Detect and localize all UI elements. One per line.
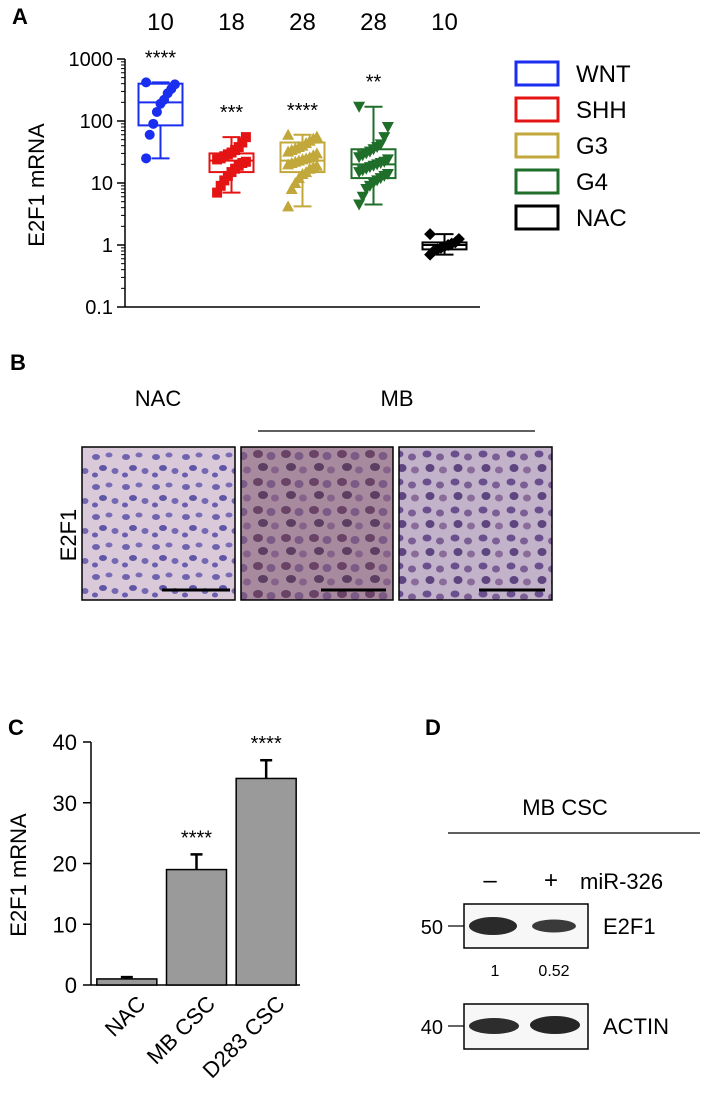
group-n-label: 28 (360, 9, 387, 36)
y-tick-label: 1 (102, 235, 113, 257)
panel-b-nac-label: NAC (135, 386, 182, 411)
group-n-label: 10 (431, 9, 458, 36)
y-tick-label: 30 (53, 791, 77, 816)
y-tick-label: 100 (80, 111, 113, 133)
data-point (141, 153, 152, 164)
data-point (310, 159, 323, 171)
panel-label-b: B (10, 350, 26, 375)
data-point (282, 200, 295, 212)
data-point (353, 199, 366, 211)
lane-plus-label: + (544, 867, 558, 894)
data-point (310, 147, 323, 159)
significance-stars: ** (366, 72, 382, 94)
panel-label-c: C (8, 715, 24, 740)
legend-swatch-g3 (514, 132, 560, 159)
group-n-label: 18 (218, 9, 245, 36)
data-point (310, 130, 323, 142)
quant-lane-1: 1 (491, 963, 500, 980)
blot-e2f1-label: E2F1 (603, 914, 656, 939)
quant-lane-2: 0.52 (538, 963, 569, 980)
box-group-nac: 10 (421, 9, 468, 261)
blot-e2f1: 50 E2F1 1 0.52 (421, 903, 656, 980)
data-point (452, 232, 465, 245)
y-tick-label: 1000 (69, 49, 114, 71)
legend-label-nac: NAC (576, 205, 627, 232)
legend-swatch-g4 (514, 168, 560, 195)
lane-minus-label: – (483, 867, 497, 894)
data-point (285, 183, 298, 195)
data-point (237, 137, 248, 148)
blot-actin: 40 ACTIN (421, 1003, 669, 1050)
legend-label-shh: SHH (576, 97, 627, 124)
y-tick-label: 10 (53, 912, 77, 937)
panel-b-histology: NAC MB E2F1 (56, 386, 553, 601)
panel-b-mb-label: MB (381, 386, 414, 411)
bar-group: NAC (96, 975, 158, 1042)
legend-swatch-wnt (514, 60, 560, 87)
blot-e2f1-marker: 50 (421, 917, 443, 939)
y-tick-label: 10 (91, 173, 113, 195)
bar (96, 978, 158, 986)
data-point (215, 180, 226, 191)
x-category-label: NAC (100, 991, 151, 1042)
box-group-shh: 18 *** (208, 9, 255, 198)
data-point (212, 187, 223, 198)
histology-tile-nac (81, 446, 236, 601)
data-point (378, 132, 391, 144)
significance-stars: *** (220, 102, 244, 124)
data-point (151, 106, 162, 117)
y-tick-label: 40 (53, 730, 77, 755)
y-tick-label: 0 (65, 973, 77, 998)
box-group-g3: 28 **** (279, 9, 326, 212)
data-point (282, 128, 295, 140)
box (137, 82, 184, 127)
data-point (424, 228, 437, 241)
panel-d-western-blot: MB CSC – + miR-326 50 E2F1 1 0.52 40 ACT… (421, 795, 700, 1050)
data-point (381, 122, 394, 134)
legend-label-g4: G4 (576, 169, 608, 196)
legend-swatch-shh (514, 96, 560, 123)
significance-stars: **** (145, 47, 176, 69)
histology-tile-mb-2 (398, 446, 553, 601)
bar-group: ****MB CSC (142, 827, 228, 1069)
data-point (141, 77, 152, 88)
treatment-label: miR-326 (580, 869, 663, 894)
box-group-g4: 28 ** (350, 9, 397, 211)
y-tick-label: 0.1 (85, 297, 113, 319)
data-point (381, 168, 394, 180)
data-point (169, 79, 180, 90)
panel-d-title: MB CSC (522, 795, 608, 820)
y-tick-label: 20 (53, 852, 77, 877)
data-point (240, 132, 251, 143)
data-point (148, 118, 159, 129)
box-group-wnt: 10 **** (137, 9, 184, 164)
blot-actin-marker: 40 (421, 1017, 443, 1039)
panel-label-d: D (425, 715, 441, 740)
blot-actin-label: ACTIN (603, 1014, 669, 1039)
panel-label-a: A (12, 4, 28, 29)
significance-stars: **** (181, 827, 212, 849)
bar (235, 777, 297, 986)
data-point (353, 101, 366, 113)
data-point (240, 156, 251, 167)
legend-label-g3: G3 (576, 133, 608, 160)
legend-swatch-nac (514, 204, 560, 231)
legend-label-wnt: WNT (576, 61, 631, 88)
data-point (356, 191, 369, 203)
data-point (381, 154, 394, 166)
group-n-label: 10 (147, 9, 174, 36)
data-point (374, 139, 387, 151)
group-n-label: 28 (289, 9, 316, 36)
panel-a-y-axis-label: E2F1 mRNA (24, 123, 49, 247)
data-point (144, 129, 155, 140)
significance-stars: **** (251, 733, 282, 755)
panel-b-row-label: E2F1 (56, 509, 81, 562)
significance-stars: **** (287, 100, 318, 122)
panel-c-y-axis-label: E2F1 mRNA (6, 813, 31, 937)
bar (165, 868, 228, 986)
histology-tile-mb-1 (240, 446, 394, 601)
